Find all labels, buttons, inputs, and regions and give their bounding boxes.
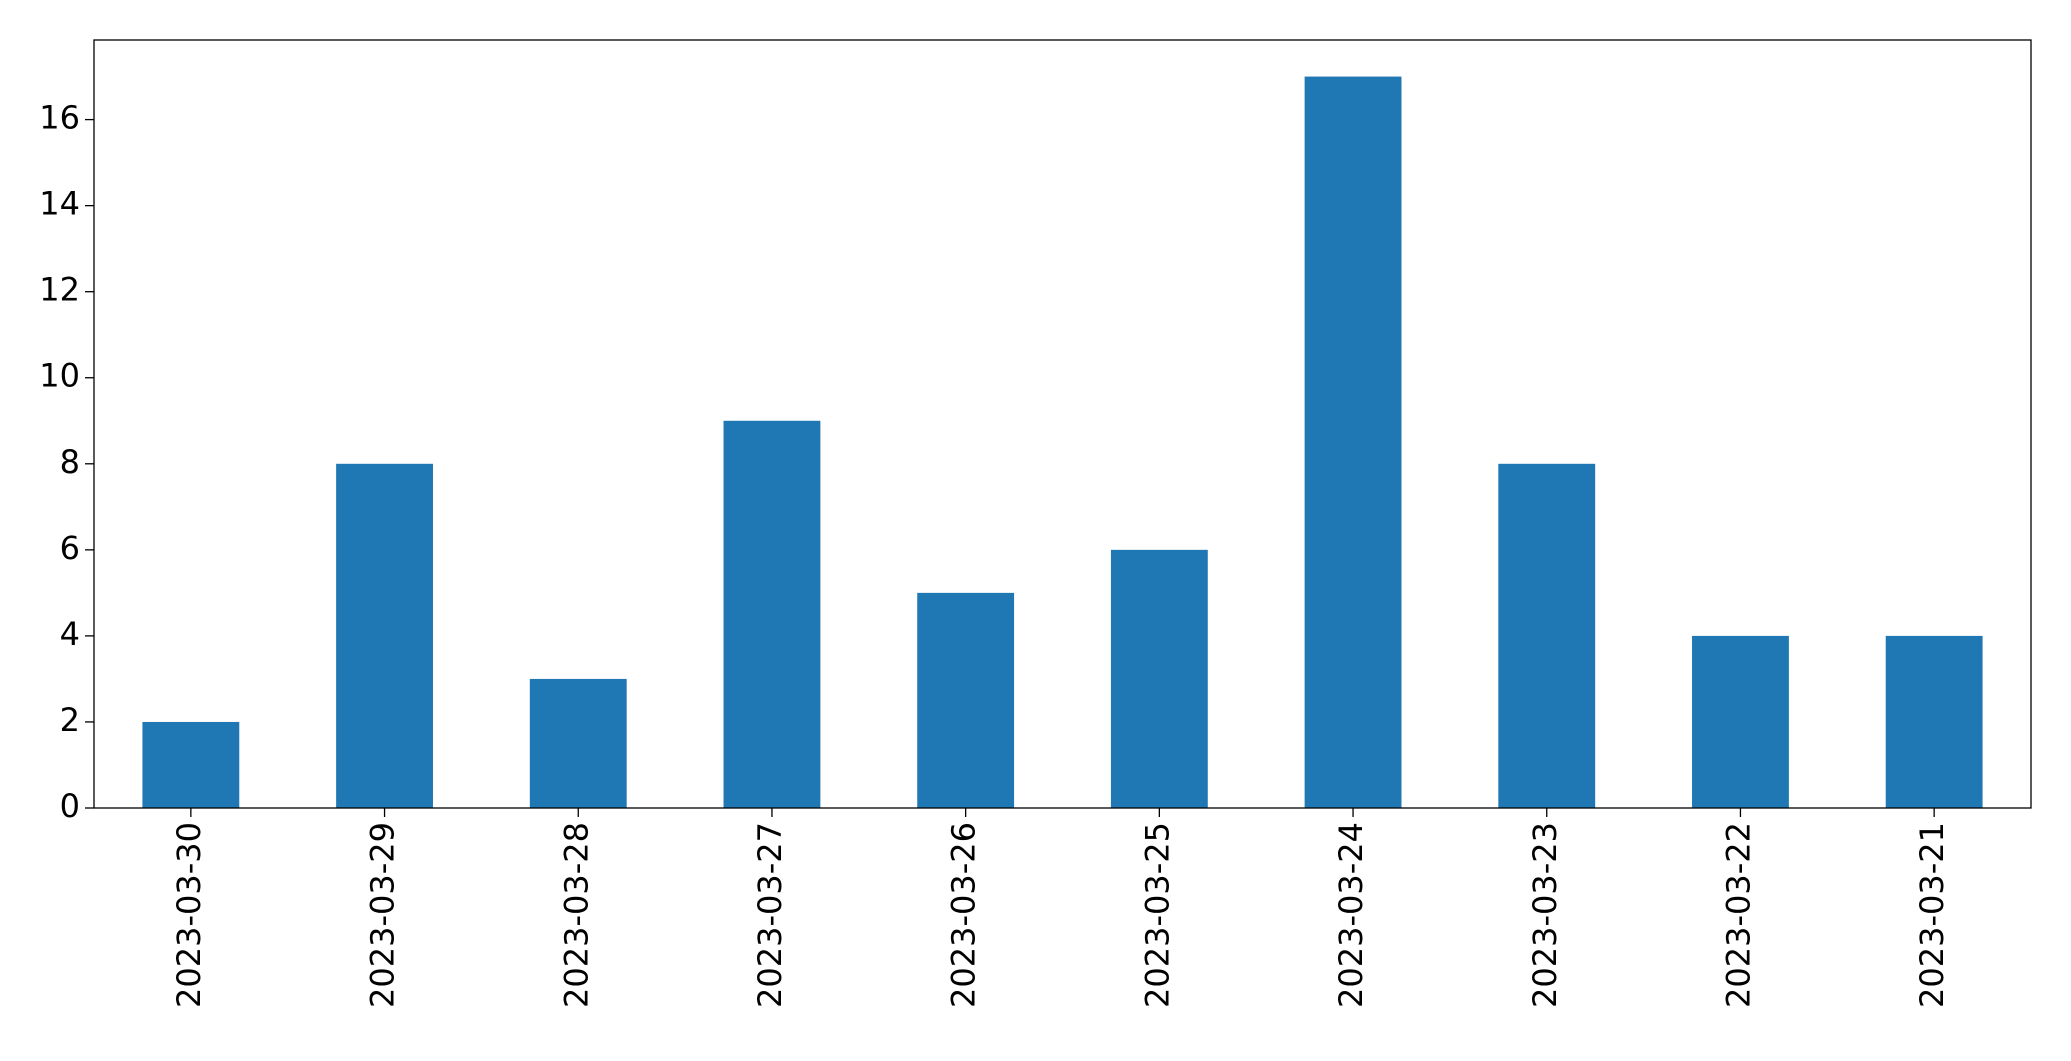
- bar: [142, 721, 240, 808]
- x-tick-label: 2023-03-21: [1913, 822, 1951, 1008]
- y-tick-label: 12: [39, 271, 80, 309]
- y-tick-label: 6: [60, 529, 80, 567]
- bar: [1885, 635, 1983, 808]
- plot-frame: [93, 39, 2032, 809]
- bar: [529, 678, 627, 808]
- x-tick-label: 2023-03-22: [1719, 822, 1757, 1008]
- bar: [917, 592, 1015, 808]
- y-tick-label: 14: [39, 185, 80, 223]
- bar: [336, 463, 433, 808]
- bar: [1110, 549, 1208, 808]
- x-tick-label: 2023-03-24: [1332, 822, 1370, 1008]
- bar: [1304, 76, 1402, 809]
- y-tick-label: 16: [39, 99, 80, 137]
- bar: [1692, 635, 1789, 808]
- y-tick-label: 4: [60, 615, 80, 653]
- y-tick-label: 2: [60, 701, 80, 739]
- y-tick-label: 8: [60, 443, 80, 481]
- x-tick-label: 2023-03-23: [1526, 822, 1564, 1008]
- x-tick-label: 2023-03-26: [945, 822, 983, 1008]
- x-tick-label: 2023-03-27: [751, 822, 789, 1008]
- y-tick-label: 10: [39, 357, 80, 395]
- bar: [723, 420, 821, 808]
- x-tick-label: 2023-03-25: [1138, 822, 1176, 1008]
- x-tick-label: 2023-03-28: [557, 822, 595, 1008]
- x-tick-label: 2023-03-29: [364, 822, 402, 1008]
- x-tick-label: 2023-03-30: [170, 822, 208, 1008]
- bar: [1498, 463, 1596, 808]
- y-tick-label: 0: [60, 787, 80, 825]
